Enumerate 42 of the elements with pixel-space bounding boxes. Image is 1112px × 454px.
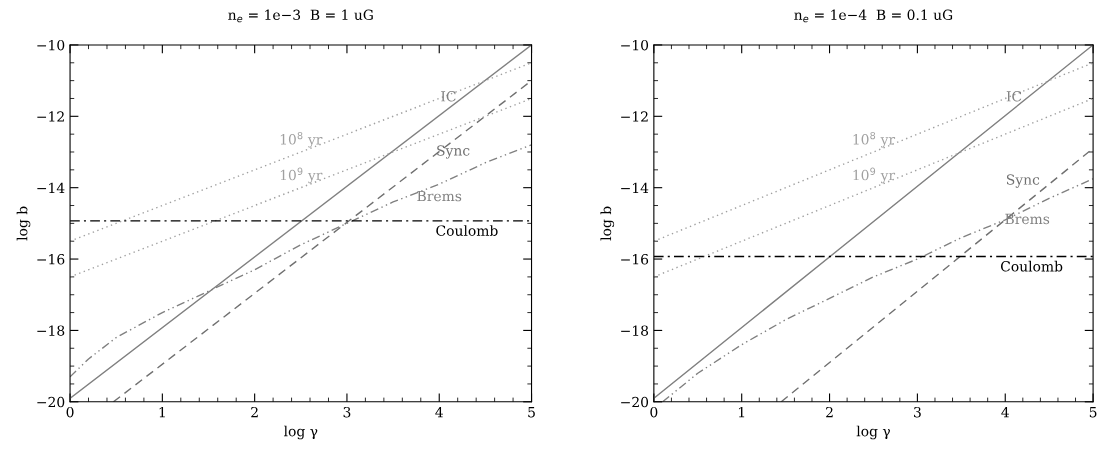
- x-tick-label: 5: [528, 407, 535, 418]
- y-tick-label: −16: [621, 254, 649, 265]
- ref-line-label: Coulomb: [436, 225, 498, 236]
- x-tick-label: 4: [435, 406, 443, 418]
- x-tick-label: 0: [66, 406, 74, 418]
- series-label: Brems: [1005, 213, 1050, 225]
- series-label: Sync: [1006, 174, 1040, 188]
- series-label: IC: [1006, 91, 1022, 102]
- y-tick-label: −12: [621, 111, 648, 122]
- x-tick-label: 3: [914, 406, 921, 418]
- y-tick-label: −10: [37, 39, 65, 51]
- series-label: 10$^{9}$ yr: [853, 167, 896, 184]
- chart-title: n$_{e}$ = 1e−4 B = 0.1 uG: [794, 9, 953, 23]
- series-label: 10$^{8}$ yr: [853, 131, 896, 148]
- y-tick-label: −20: [621, 396, 649, 408]
- y-tick-label: −16: [37, 254, 65, 265]
- x-tick-label: 1: [159, 406, 165, 418]
- y-axis-title: log b: [600, 206, 615, 241]
- y-tick-label: −14: [621, 182, 649, 193]
- x-tick-label: 2: [251, 406, 258, 418]
- x-tick-label: 0: [650, 406, 658, 418]
- ref-line-label: Coulomb: [1000, 260, 1063, 272]
- x-tick-label: 1: [738, 406, 745, 418]
- series-label: IC: [441, 91, 456, 102]
- y-tick-label: −10: [621, 39, 649, 51]
- series-label: 10$^{9}$ yr: [280, 167, 323, 184]
- x-tick-label: 2: [826, 406, 833, 418]
- y-tick-label: −20: [37, 396, 65, 408]
- chart-title: n$_{e}$ = 1e−3 B = 1 uG: [228, 9, 373, 23]
- x-axis-title: log γ: [283, 425, 318, 440]
- y-tick-label: −12: [37, 111, 64, 122]
- y-tick-label: −18: [621, 325, 649, 336]
- x-axis-title: log γ: [856, 425, 890, 440]
- y-tick-label: −18: [37, 325, 65, 336]
- y-tick-label: −14: [37, 182, 65, 193]
- series-label: 10$^{8}$ yr: [280, 131, 323, 148]
- series-label: Sync: [437, 145, 470, 159]
- series-label: Brems: [417, 190, 462, 202]
- y-axis-title: log b: [16, 206, 31, 241]
- x-tick-label: 3: [343, 406, 351, 418]
- x-tick-label: 4: [1001, 406, 1009, 418]
- x-tick-label: 5: [1089, 407, 1097, 418]
